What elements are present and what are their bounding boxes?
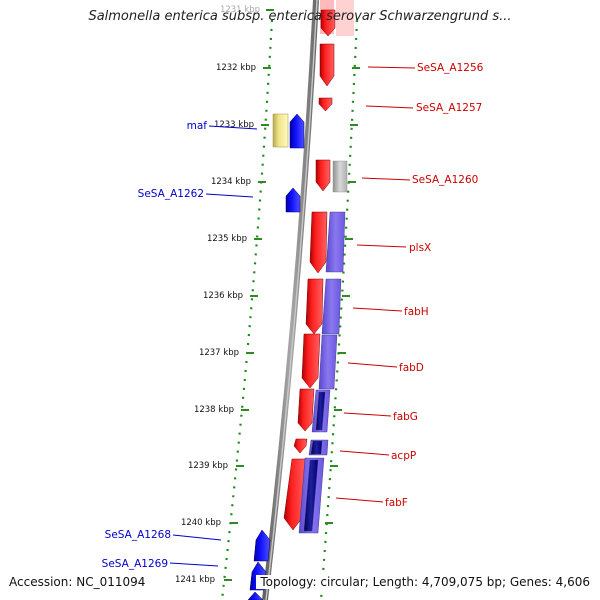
blast-hit-dark — [310, 440, 323, 455]
gene-arrow-reverse[interactable] — [253, 529, 271, 562]
grey-feature-block — [332, 160, 348, 193]
tick-label: 1231 kbp — [220, 5, 260, 15]
tick-label: 1234 kbp — [211, 177, 251, 187]
gene-arrow-forward[interactable] — [297, 388, 315, 432]
accession-text: Accession: NC_011094 — [9, 575, 150, 589]
gene-label-forward[interactable]: fabD — [399, 362, 424, 374]
blast-hit-block — [321, 278, 342, 335]
tick-marks-left — [224, 9, 274, 581]
gene-arrow-forward[interactable] — [305, 278, 324, 335]
gene-label-forward[interactable]: plsX — [409, 242, 431, 254]
gene-label-forward[interactable]: SeSA_A1260 — [412, 174, 478, 186]
tick-marks-right — [325, 67, 360, 524]
gene-arrow-forward[interactable] — [293, 438, 308, 454]
tick-label: 1235 kbp — [207, 234, 247, 244]
genome-backbone-highlight — [265, 0, 318, 600]
tick-label: 1240 kbp — [181, 518, 221, 528]
blast-hit-dark — [315, 391, 326, 431]
blast-hit-block — [325, 211, 346, 273]
gene-label-forward[interactable]: fabF — [385, 497, 408, 509]
gene-label-forward[interactable]: SeSA_A1256 — [417, 62, 484, 74]
gene-arrow-reverse[interactable] — [289, 113, 305, 149]
gene-label-reverse[interactable]: SeSA_A1269 — [102, 558, 168, 570]
tick-label: 1238 kbp — [194, 405, 234, 415]
tick-label: 1239 kbp — [188, 461, 228, 471]
gene-label-forward[interactable]: SeSA_A1257 — [416, 102, 482, 114]
tick-label: 1237 kbp — [199, 348, 239, 358]
blast-hit-dark — [303, 459, 319, 532]
tick-label: 1233 kbp — [214, 120, 254, 130]
blast-hits — [298, 160, 348, 534]
gene-label-reverse[interactable]: SeSA_A1262 — [138, 188, 204, 200]
tick-label: 1236 kbp — [203, 291, 243, 301]
reverse-leader-lines — [169, 125, 258, 567]
gene-arrow-forward[interactable] — [318, 97, 333, 112]
gene-arrow-forward[interactable] — [301, 333, 321, 389]
gene-label-forward[interactable]: acpP — [391, 450, 416, 462]
outer-dotted-circle-left — [220, 19, 274, 600]
gene-arrow-reverse[interactable] — [247, 591, 264, 600]
gene-label-reverse[interactable]: maf — [187, 120, 208, 132]
gene-label-forward[interactable]: fabH — [404, 306, 429, 318]
blast-hit-block — [318, 334, 338, 390]
genome-backbone — [262, 0, 319, 600]
forward-strand-genes — [283, 9, 336, 531]
map-title: Salmonella enterica subsp. enterica sero… — [88, 9, 512, 24]
forward-leader-lines — [335, 66, 416, 503]
topology-text: Topology: circular; Length: 4,709,075 bp… — [256, 575, 590, 589]
tick-label: 1241 kbp — [175, 575, 215, 585]
gene-arrow-forward[interactable] — [320, 9, 336, 37]
gene-label-forward[interactable]: fabG — [393, 411, 418, 423]
tick-label: 1232 kbp — [216, 63, 256, 73]
gene-arrow-forward[interactable] — [315, 159, 331, 192]
gene-arrow-forward[interactable] — [309, 211, 328, 274]
yellow-feature-block — [272, 113, 289, 148]
gene-label-reverse[interactable]: SeSA_A1268 — [105, 529, 171, 541]
gene-arrow-reverse[interactable] — [285, 187, 301, 213]
gene-arrow-forward[interactable] — [319, 43, 335, 87]
